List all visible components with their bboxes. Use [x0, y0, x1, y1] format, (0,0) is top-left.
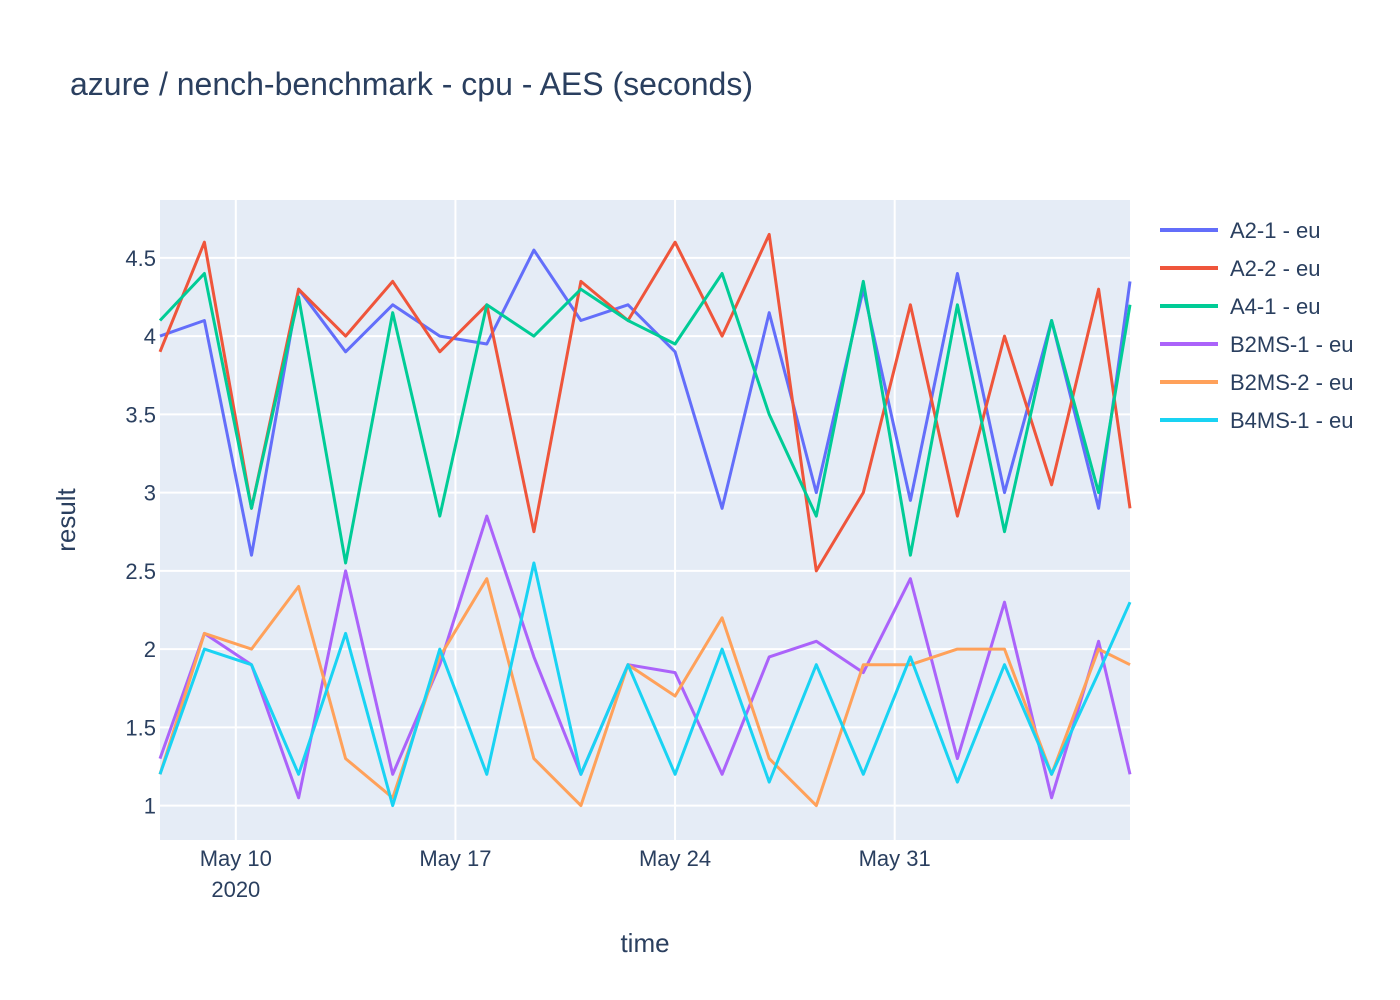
y-tick-label: 4.5	[125, 246, 156, 271]
y-tick-label: 2.5	[125, 559, 156, 584]
y-tick-label: 4	[144, 324, 156, 349]
series-line-3	[158, 514, 1132, 800]
chart-title: azure / nench-benchmark - cpu - AES (sec…	[70, 66, 753, 102]
legend: A2-1 - eu A2-2 - eu A4-1 - eu B2MS-1 - eu B2…	[1160, 218, 1354, 433]
y-tick-label: 1	[144, 794, 156, 819]
legend-label-0: A2-1 - eu	[1230, 218, 1321, 243]
series-layer	[158, 232, 1132, 808]
legend-label-5: B4MS-1 - eu	[1230, 408, 1354, 433]
grid-layer	[160, 200, 1130, 840]
legend-label-3: B2MS-1 - eu	[1230, 332, 1354, 357]
x-tick-label: May 31	[859, 846, 931, 871]
legend-label-4: B2MS-2 - eu	[1230, 370, 1354, 395]
legend-label-1: A2-2 - eu	[1230, 256, 1321, 281]
plot-background	[160, 200, 1130, 840]
y-tick-label: 3.5	[125, 402, 156, 427]
x-tick-sublabel: 2020	[211, 877, 260, 902]
y-tick-label: 1.5	[125, 715, 156, 740]
legend-label-2: A4-1 - eu	[1230, 294, 1321, 319]
x-tick-label: May 24	[639, 846, 711, 871]
x-axis-title: time	[620, 928, 669, 958]
series-line-2	[158, 272, 1132, 565]
y-tick-label: 3	[144, 481, 156, 506]
x-tick-label: May 17	[419, 846, 491, 871]
series-line-4	[158, 577, 1131, 808]
series-line-1	[158, 232, 1132, 573]
x-tick-label: May 10	[200, 846, 272, 871]
y-tick-label: 2	[144, 637, 156, 662]
series-line-5	[158, 561, 1132, 808]
series-line-0	[159, 248, 1132, 557]
y-axis-title: result	[51, 487, 81, 551]
tick-layer: 1 1.5 2 2.5 3 3.5 4 4.5 May 10 2020 May 17 May 24 Ma…	[125, 246, 930, 902]
